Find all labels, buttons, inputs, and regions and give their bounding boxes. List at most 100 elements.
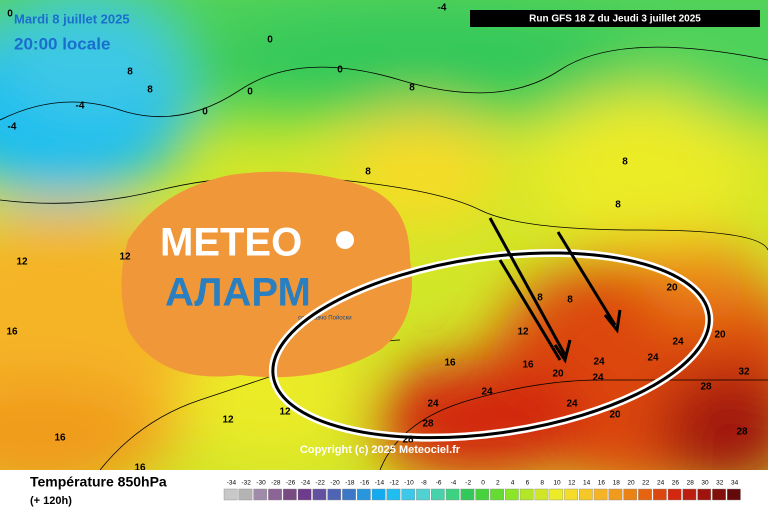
contour-label: 16 bbox=[54, 433, 66, 444]
legend-swatch bbox=[593, 488, 608, 501]
legend-swatch bbox=[327, 488, 342, 501]
legend-swatch bbox=[460, 488, 475, 501]
legend-tick-label: 4 bbox=[511, 480, 515, 487]
contour-label: -4 bbox=[438, 3, 447, 14]
legend-swatch bbox=[653, 488, 667, 501]
contour-label: 16 bbox=[134, 463, 146, 474]
contour-label: 24 bbox=[647, 353, 659, 364]
legend-tick-label: -10 bbox=[404, 480, 414, 487]
legend-swatch bbox=[238, 488, 253, 501]
legend-swatch bbox=[431, 488, 445, 501]
contour-label: 24 bbox=[672, 337, 684, 348]
legend-swatch bbox=[534, 488, 549, 501]
legend-tick-label: -2 bbox=[465, 480, 471, 487]
contour-label: 28 bbox=[422, 419, 434, 430]
legend-tick-label: 12 bbox=[568, 480, 576, 487]
legend-tick-label: 26 bbox=[672, 480, 680, 487]
highlight-ring-outline bbox=[271, 251, 711, 440]
legend-tick-label: 28 bbox=[687, 480, 695, 487]
contour-label: 16 bbox=[522, 360, 534, 371]
legend-swatch bbox=[667, 488, 682, 501]
legend-swatch bbox=[371, 488, 386, 501]
contour-label: 16 bbox=[444, 358, 456, 369]
contour-label: 16 bbox=[6, 327, 18, 338]
contour-label: 8 bbox=[365, 167, 371, 178]
run-box bbox=[470, 10, 760, 27]
legend-tick-label: -28 bbox=[271, 480, 281, 487]
legend-tick-label: -34 bbox=[227, 480, 237, 487]
legend-tick-label: 14 bbox=[583, 480, 591, 487]
color-legend: -34 -32 -30 -28 -26 -24 -22 -20 -18 -16 -14 -12 -10-… bbox=[223, 480, 741, 501]
legend-swatch bbox=[386, 488, 401, 501]
legend-tick-label: 32 bbox=[716, 480, 724, 487]
contour-label: 8 bbox=[567, 295, 573, 306]
legend-tick-label: -20 bbox=[330, 480, 340, 487]
legend-tick-label: -16 bbox=[360, 480, 370, 487]
contour-label: 24 bbox=[481, 387, 493, 398]
legend-swatch bbox=[283, 488, 297, 501]
legend-tick-label: -30 bbox=[256, 480, 266, 487]
copyright: Copyright (c) 2025 Meteociel.fr bbox=[300, 444, 461, 456]
contour-label: -4 bbox=[8, 122, 17, 133]
contour-label: 12 bbox=[16, 257, 28, 268]
legend-swatch bbox=[490, 488, 504, 501]
legend-swatch bbox=[223, 488, 238, 501]
legend-swatch bbox=[268, 488, 282, 501]
contour-label: 24 bbox=[427, 399, 439, 410]
legend-swatch bbox=[519, 488, 534, 501]
time: 20:00 locale bbox=[14, 34, 110, 53]
contour-label: 24 bbox=[566, 399, 578, 410]
contour-label: 28 bbox=[736, 427, 748, 438]
legend-tick-label: 20 bbox=[627, 480, 635, 487]
legend-tick-label: 24 bbox=[657, 480, 665, 487]
arrows bbox=[488, 217, 622, 364]
contour-label: 20 bbox=[714, 330, 726, 341]
legend-tick-label: -6 bbox=[436, 480, 442, 487]
legend-tick-label: 30 bbox=[701, 480, 709, 487]
date: Mardi 8 juillet 2025 bbox=[14, 11, 130, 26]
contour-labels: 0 0 0 0 0 -4 -4 -4 8 8 8 8 8 8 8 8 12 12 12 12 12 16 16 16 16 16 2… bbox=[6, 3, 750, 474]
legend-swatch bbox=[357, 488, 371, 501]
legend-swatch bbox=[579, 488, 593, 501]
contour-label: 12 bbox=[279, 407, 291, 418]
legend-swatch bbox=[697, 488, 712, 501]
legend-tick-label: 6 bbox=[526, 480, 530, 487]
contour-label: 20 bbox=[609, 410, 621, 421]
legend-tick-label: -22 bbox=[315, 480, 325, 487]
legend-swatch bbox=[401, 488, 416, 501]
legend-swatch bbox=[253, 488, 268, 501]
legend-swatch bbox=[564, 488, 578, 501]
contour-label: 28 bbox=[402, 435, 414, 446]
contour-label: 8 bbox=[409, 83, 415, 94]
logo-badge bbox=[121, 171, 412, 378]
legend-swatch bbox=[445, 488, 460, 501]
legend-tick-label: -24 bbox=[301, 480, 311, 487]
contour-label: 8 bbox=[147, 85, 153, 96]
legend-swatch bbox=[416, 488, 430, 501]
contour-label: 24 bbox=[592, 373, 604, 384]
legend-tick-label: 0 bbox=[481, 480, 485, 487]
legend-tick-label: -14 bbox=[375, 480, 385, 487]
legend-swatch bbox=[342, 488, 356, 501]
legend-swatch bbox=[312, 488, 327, 501]
legend-tick-label: 10 bbox=[553, 480, 561, 487]
legend-tick-label: -4 bbox=[451, 480, 457, 487]
logo-tagline: со Славчо Пойоски bbox=[298, 315, 352, 322]
legend-tick-label: -12 bbox=[389, 480, 399, 487]
legend-swatch bbox=[505, 488, 519, 501]
legend-swatch bbox=[549, 488, 564, 501]
contour-label: -4 bbox=[76, 101, 85, 112]
contour-label: 0 bbox=[7, 9, 13, 20]
legend-swatch bbox=[475, 488, 490, 501]
contour-label: 20 bbox=[666, 283, 678, 294]
contour-label: 12 bbox=[119, 252, 131, 263]
legend-tick-label: -26 bbox=[286, 480, 296, 487]
contour-label: 12 bbox=[517, 327, 529, 338]
legend-tick-label: -18 bbox=[345, 480, 355, 487]
contour-label: 0 bbox=[337, 65, 343, 76]
contour-label: 8 bbox=[127, 67, 133, 78]
legend-tick-label: 2 bbox=[496, 480, 500, 487]
contour-label: 8 bbox=[537, 293, 543, 304]
run-info: Run GFS 18 Z du Jeudi 3 juillet 2025 bbox=[529, 14, 701, 25]
